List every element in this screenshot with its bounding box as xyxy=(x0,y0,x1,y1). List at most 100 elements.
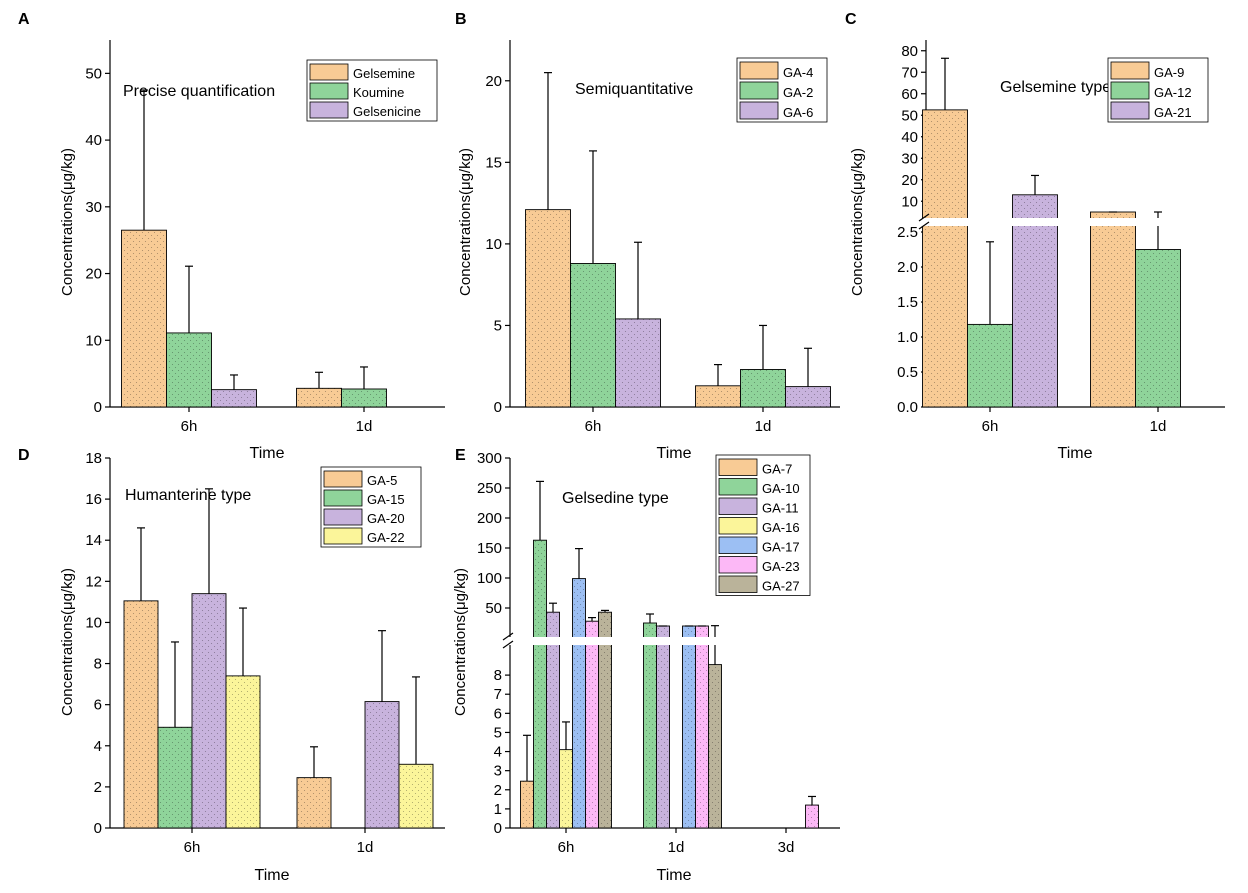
legend-a-label-0: Gelsemine xyxy=(353,66,415,81)
chart-c-ylowtick-label-4: 2.0 xyxy=(897,259,918,276)
chart-c-yuptick-label-2: 30 xyxy=(901,150,918,167)
chart-e-bar-3-0-texture xyxy=(559,749,573,828)
chart-e-bar-0-0-texture xyxy=(520,781,534,828)
legend-e-swatch-5 xyxy=(718,556,758,574)
chart-d-ytick-label-9: 18 xyxy=(85,450,102,467)
chart-panel-c: Gelsemine type Time Concentrations(μg/kg… xyxy=(849,40,1227,462)
chart-e-xtick-label-2: 3d xyxy=(778,839,795,856)
chart-a-bar-2-0-texture xyxy=(211,389,257,407)
legend-d-label-0: GA-5 xyxy=(367,473,397,488)
legend-b-swatch-1 xyxy=(739,81,779,100)
chart-d-bar-0-0-texture xyxy=(124,600,158,828)
legend-a-swatch-2 xyxy=(309,101,349,119)
chart-c-bar-0-0-texture xyxy=(922,109,968,407)
legend-e-swatch-0 xyxy=(718,458,758,476)
chart-b-ylabel: Concentrations(μg/kg) xyxy=(457,148,474,296)
chart-c-bar-0-1-texture xyxy=(1090,212,1136,407)
chart-a-bar-0-1-texture xyxy=(296,388,342,407)
legend-e-label-5: GA-23 xyxy=(762,559,800,574)
legend-b-swatch-0 xyxy=(739,61,779,80)
chart-d-bar-3-0-texture xyxy=(226,675,260,828)
chart-b-ytick-label-1: 5 xyxy=(494,317,502,334)
chart-e-ylabel: Concentrations(μg/kg) xyxy=(452,568,469,716)
legend-e-swatch-4 xyxy=(718,536,758,554)
legend-c-swatch-1 xyxy=(1110,81,1150,100)
chart-a-ytick-label-3: 30 xyxy=(85,199,102,216)
chart-c-bar-1-1-texture xyxy=(1135,249,1181,407)
chart-b-xtick-label-1: 1d xyxy=(755,418,772,435)
chart-d-bar-3-1-texture xyxy=(399,764,433,828)
chart-b-ytick-label-2: 10 xyxy=(485,236,502,253)
chart-e-ylowtick-label-1: 1 xyxy=(494,801,502,818)
chart-e-yuptick-label-0: 50 xyxy=(485,600,502,617)
chart-d-ytick-label-1: 2 xyxy=(94,779,102,796)
legend-d-label-2: GA-20 xyxy=(367,511,405,526)
chart-b-ytick-label-0: 0 xyxy=(494,399,502,416)
chart-b-bar-0-1-texture xyxy=(695,385,741,407)
chart-b-bar-1-0-texture xyxy=(570,263,616,407)
chart-e-bar-2-0-texture xyxy=(546,612,560,828)
chart-a-ytick-label-5: 50 xyxy=(85,65,102,82)
chart-d-bar-2-1-texture xyxy=(365,701,399,828)
chart-a-xtick-label-0: 6h xyxy=(181,418,198,435)
chart-a-xlabel: Time xyxy=(250,445,285,462)
legend-a-label-1: Koumine xyxy=(353,85,404,100)
chart-c-yuptick-label-0: 10 xyxy=(901,193,918,210)
chart-a-ytick-label-1: 10 xyxy=(85,332,102,349)
legend-c-swatch-2 xyxy=(1110,101,1150,120)
legend-c-label-2: GA-21 xyxy=(1154,105,1192,120)
chart-b-xtick-label-0: 6h xyxy=(585,418,602,435)
chart-e-bar-1-1-texture xyxy=(643,623,657,828)
chart-c-yuptick-label-7: 80 xyxy=(901,43,918,60)
chart-c-yuptick-label-5: 60 xyxy=(901,86,918,103)
chart-c-axis-break-mark-lower xyxy=(918,221,930,230)
chart-e-ylowtick-label-2: 2 xyxy=(494,782,502,799)
chart-d-xlabel: Time xyxy=(255,867,290,884)
chart-a-bar-0-0-texture xyxy=(121,230,167,407)
chart-c-yuptick-label-6: 70 xyxy=(901,64,918,81)
chart-c-yuptick-label-1: 20 xyxy=(901,172,918,189)
chart-b-xlabel: Time xyxy=(657,445,692,462)
chart-c-yuptick-label-3: 40 xyxy=(901,129,918,146)
chart-e-yuptick-label-4: 250 xyxy=(477,480,502,497)
chart-d-bar-2-0-texture xyxy=(192,593,226,828)
legend-e-label-0: GA-7 xyxy=(762,462,792,477)
legend-a-label-2: Gelsenicine xyxy=(353,104,421,119)
chart-a-title: Precise quantification xyxy=(123,83,275,100)
chart-e-bar-6-1-texture xyxy=(708,664,722,828)
chart-panel-e: Gelsedine type Time Concentrations(μg/kg… xyxy=(452,450,842,884)
panel-letter-c: C xyxy=(845,11,857,28)
legend-e-swatch-2 xyxy=(718,497,758,515)
legend-e-label-2: GA-11 xyxy=(762,501,799,516)
panel-letter-b: B xyxy=(455,11,467,28)
chart-e-bar-1-0-texture xyxy=(533,540,547,828)
chart-c-ylowtick-label-3: 1.5 xyxy=(897,294,918,311)
chart-d-ytick-label-3: 6 xyxy=(94,697,102,714)
chart-b-bar-2-0-texture xyxy=(615,318,661,407)
chart-e-bar-2-1-texture xyxy=(656,626,670,828)
chart-c-ylowtick-label-2: 1.0 xyxy=(897,329,918,346)
legend-e-swatch-1 xyxy=(718,478,758,496)
chart-c-ylowtick-label-1: 0.5 xyxy=(897,364,918,381)
legend-e-label-1: GA-10 xyxy=(762,481,800,496)
chart-e-ylowtick-label-8: 8 xyxy=(494,667,502,684)
legend-a-swatch-0 xyxy=(309,63,349,81)
chart-b-bar-1-1-texture xyxy=(740,369,786,407)
legend-b-label-1: GA-2 xyxy=(783,85,813,100)
chart-c-ylowtick-label-0: 0.0 xyxy=(897,399,918,416)
chart-d-ytick-label-5: 10 xyxy=(85,614,102,631)
chart-e-yuptick-label-3: 200 xyxy=(477,510,502,527)
chart-e-ylowtick-label-6: 6 xyxy=(494,705,502,722)
chart-e-bar-4-0-texture xyxy=(572,578,586,828)
chart-e-xlabel: Time xyxy=(657,867,692,884)
chart-c-bar-1-0-texture xyxy=(967,324,1013,407)
chart-e-xtick-label-1: 1d xyxy=(668,839,685,856)
chart-a-bar-1-1-texture xyxy=(341,388,387,407)
chart-e-bar-5-0-texture xyxy=(585,621,599,828)
chart-e-axis-break-mark-lower xyxy=(502,640,514,649)
chart-e-yuptick-label-2: 150 xyxy=(477,540,502,557)
chart-b-ytick-label-4: 20 xyxy=(485,73,502,90)
legend-b-swatch-2 xyxy=(739,101,779,120)
legend-b-label-2: GA-6 xyxy=(783,105,813,120)
